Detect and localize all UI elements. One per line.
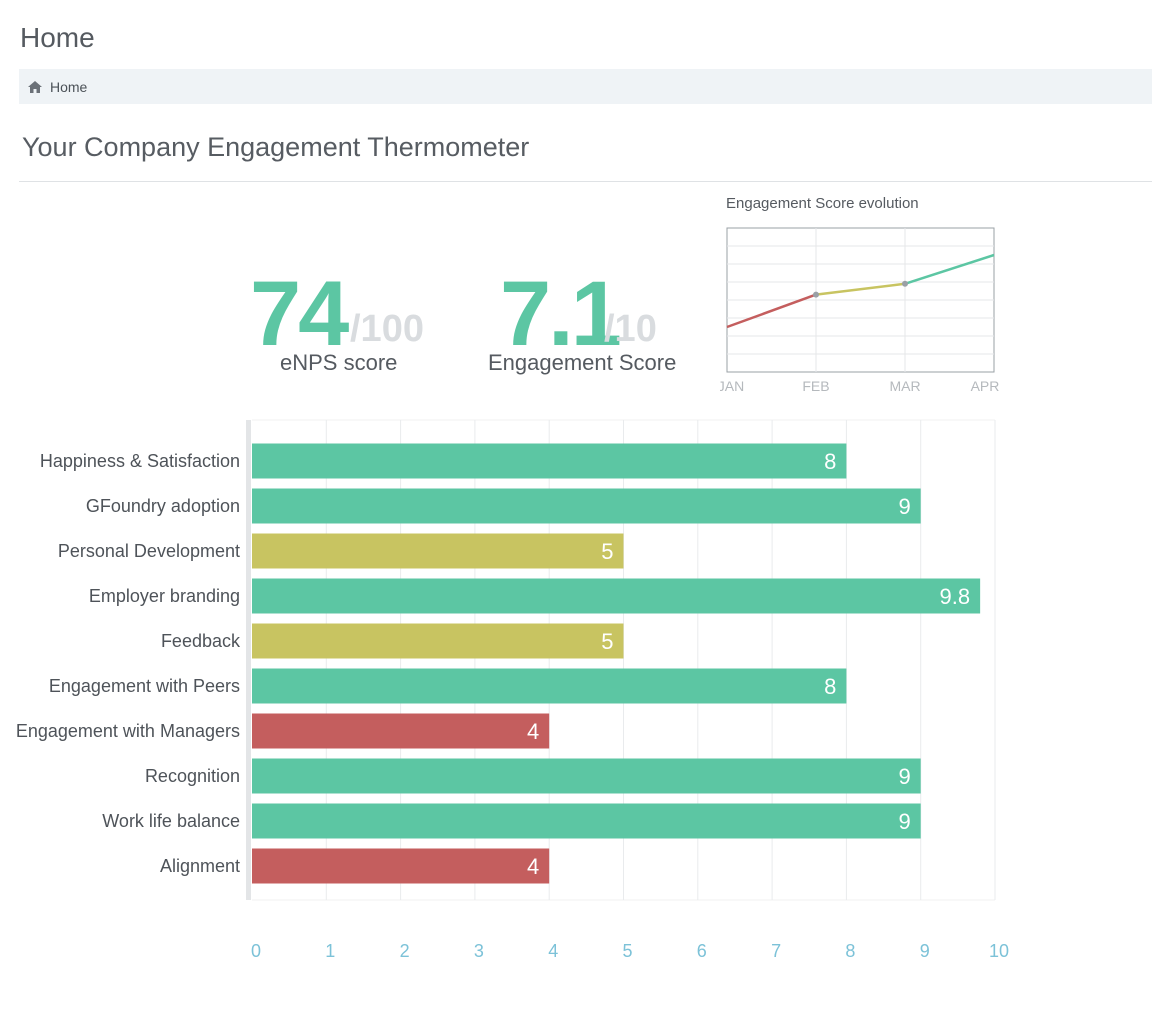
bar-category-label: Happiness & Satisfaction [40,451,240,471]
engagement-label: Engagement Score [488,350,677,375]
evolution-x-tick: MAR [889,378,920,394]
bar-value-label: 8 [824,674,836,699]
section-title: Your Company Engagement Thermometer [22,132,530,162]
bar-x-tick: 6 [697,941,707,961]
evolution-chart-title: Engagement Score evolution [726,195,919,212]
bar [252,488,921,524]
engagement-value: 7.1 [500,263,622,365]
evolution-line-segment [726,293,817,329]
evolution-x-tick: FEB [802,378,829,394]
bar-category-label: GFoundry adoption [86,496,240,516]
bar-category-label: Alignment [160,856,240,876]
home-icon[interactable] [27,80,43,94]
breadcrumb: Home [19,69,1152,104]
bar [252,578,981,614]
bar-x-tick: 9 [920,941,930,961]
page-title: Home [20,22,95,53]
evolution-line-segment [815,282,906,296]
bar-category-label: Feedback [161,631,241,651]
section-divider [19,181,1152,182]
enps-label: eNPS score [280,350,398,375]
bar-x-tick: 10 [989,941,1009,961]
bar-x-tick: 4 [548,941,558,961]
bar [252,803,921,839]
bar-x-tick: 0 [251,941,261,961]
bar-x-tick: 2 [400,941,410,961]
bar-value-label: 9 [898,494,910,519]
dimension-bar-chart: 0 1 2 3 4 5 6 7 8 9 10 Happiness & Satisfaction 8 GFo… [16,419,1009,961]
bar-value-label: 9 [898,764,910,789]
bar [252,713,550,749]
bar [252,533,624,569]
bar [252,443,847,479]
bar-category-label: Work life balance [102,811,240,831]
bar-value-label: 9.8 [940,584,971,609]
breadcrumb-home-link[interactable]: Home [50,78,88,95]
bar [252,668,847,704]
bar-value-label: 4 [527,854,539,879]
bar-y-axis [246,420,251,900]
enps-value: 74 [250,263,349,365]
bar-category-label: Recognition [145,766,240,786]
bar-category-label: Engagement with Peers [49,676,240,696]
evolution-point [813,291,819,298]
engagement-denominator: /10 [604,308,657,350]
bar [252,758,921,794]
evolution-x-tick: APR [971,378,1000,394]
evolution-x-tick: JAN [720,378,744,394]
bar [252,623,624,659]
bar-category-label: Engagement with Managers [16,721,240,741]
bar-x-tick: 7 [771,941,781,961]
bar-category-label: Employer branding [89,586,240,606]
bar-value-label: 9 [898,809,910,834]
bar [252,848,550,884]
enps-denominator: /100 [350,308,424,350]
bar-value-label: 4 [527,719,539,744]
bar-value-label: 5 [601,539,613,564]
bar-x-tick: 3 [474,941,484,961]
bar-x-tick: 1 [325,941,335,961]
evolution-point [902,280,908,287]
evolution-chart: JAN FEB MAR APR [720,227,1000,394]
evolution-line-segment [904,253,995,285]
bar-x-tick: 8 [845,941,855,961]
bar-x-tick: 5 [622,941,632,961]
bar-value-label: 8 [824,449,836,474]
bar-category-label: Personal Development [58,541,240,561]
bar-value-label: 5 [601,629,613,654]
